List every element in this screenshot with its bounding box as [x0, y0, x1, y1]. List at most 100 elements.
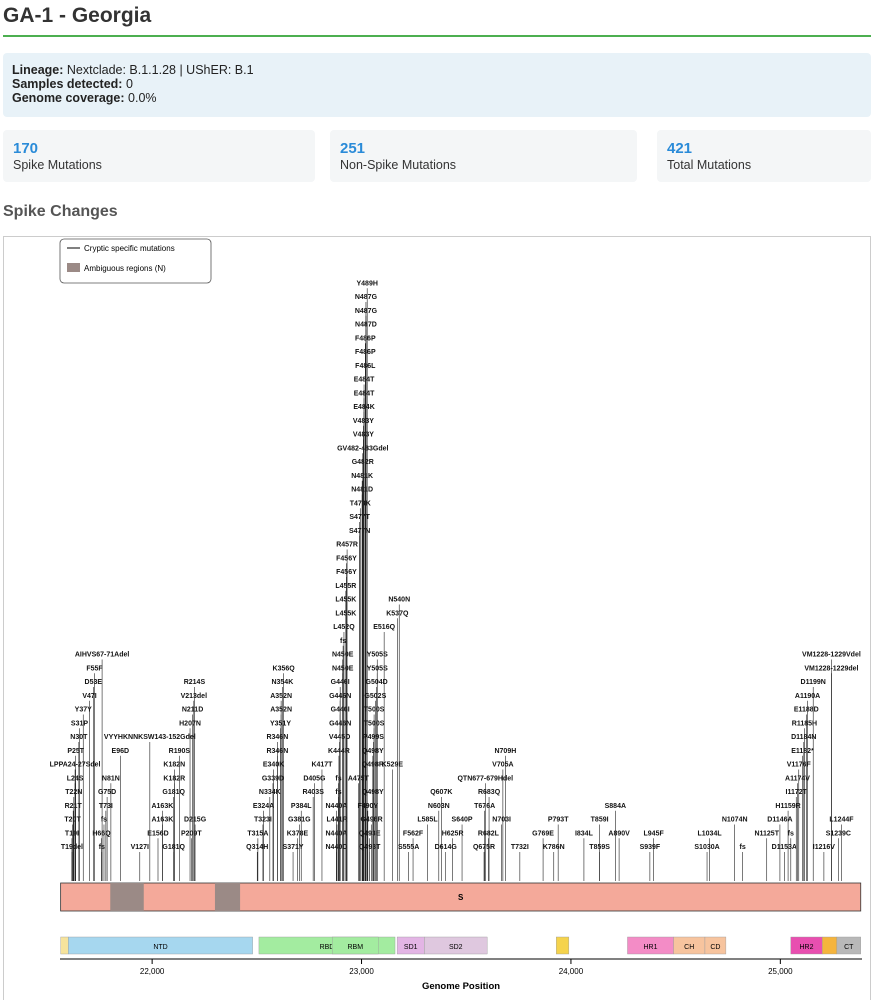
domain-block — [424, 936, 488, 955]
mutation-label: F456Y — [336, 555, 357, 562]
domain-block — [332, 936, 379, 955]
mutation-label: A163K — [151, 803, 173, 810]
mutation-label: V47I — [82, 693, 96, 700]
stat-card-spike: 170 Spike Mutations — [3, 130, 315, 182]
mutation-label: P384L — [291, 803, 312, 810]
mutation-label: N211D — [182, 707, 203, 714]
mutation-label: fs — [99, 844, 105, 851]
mutation-layer: T19delT19IT20TR21TT22NL24SLPPA24-27SdelP… — [50, 280, 861, 881]
mutation-label: A475T — [348, 775, 370, 782]
mutation-label: N703I — [492, 817, 511, 824]
mutation-label: F486P — [355, 335, 376, 342]
mutation-label: L945F — [644, 830, 665, 837]
mutation-label: T500S — [364, 707, 385, 714]
stat-value: 421 — [667, 140, 693, 157]
mutation-label: I1172T — [786, 789, 808, 796]
gene-label: S — [458, 893, 464, 902]
domain-label: CT — [844, 944, 854, 951]
mutation-label: G504D — [366, 679, 388, 686]
mutation-label: T73I — [99, 803, 113, 810]
mutation-label: L455R — [335, 583, 356, 590]
stat-value: 170 — [13, 140, 39, 157]
domain-label: RBM — [347, 944, 363, 951]
domain-label: CD — [710, 944, 720, 951]
mutation-label: H1159R — [775, 803, 800, 810]
coverage-value: 0.0% — [128, 91, 157, 105]
mutation-label: V1176F — [787, 762, 812, 769]
mutation-label: G769E — [532, 830, 554, 837]
domain-track: NTD RBD RBM SD1 SD2 HR1 CH CD HR2 CT — [60, 936, 861, 955]
mutation-label: N1074N — [722, 817, 748, 824]
mutation-label: G339D — [262, 775, 284, 782]
mutation-label: K529E — [382, 762, 404, 769]
mutation-label: S939F — [640, 844, 661, 851]
mutation-label: V483Y — [353, 418, 374, 425]
stat-label: Non-Spike Mutations — [340, 158, 457, 172]
lineage-row: Lineage: Nextclade: B.1.1.28 | UShER: B.… — [12, 63, 862, 77]
mutation-label: E484T — [354, 377, 375, 384]
mutation-label: F490Y — [358, 803, 379, 810]
mutation-label: E1188D — [794, 707, 819, 714]
mutation-label: S884A — [605, 803, 626, 810]
mutation-label: Y351Y — [270, 720, 291, 727]
mutation-label: E516Q — [373, 624, 395, 631]
mutation-label: AIHVS67-71Adel — [75, 652, 130, 659]
mutation-label: A1174V — [785, 775, 810, 782]
mutation-label: R214S — [184, 679, 206, 686]
mutation-label: P209T — [181, 830, 202, 837]
mutation-label: H207N — [179, 720, 201, 727]
mutation-label: A352N — [270, 693, 292, 700]
mutation-label: N540N — [388, 597, 410, 604]
title-divider — [3, 35, 871, 37]
legend: Cryptic specific mutations Ambiguous reg… — [59, 238, 212, 284]
mutation-label: T859I — [591, 817, 609, 824]
mutation-label: A890V — [608, 830, 630, 837]
mutation-label: Y505S — [367, 652, 388, 659]
mutation-label: G502S — [364, 693, 386, 700]
mutation-label: T676A — [474, 803, 495, 810]
spike-plot-frame: Cryptic specific mutations Ambiguous reg… — [3, 236, 871, 1000]
mutation-label: T22N — [65, 789, 82, 796]
domain-block — [60, 936, 69, 955]
domain-label: HR2 — [800, 944, 814, 951]
mutation-label: R190S — [169, 748, 191, 755]
mutation-label: QTN677-679Hdel — [457, 775, 513, 782]
stat-label: Total Mutations — [667, 158, 752, 172]
mutation-label: G496R — [360, 817, 382, 824]
mutation-label: S31P — [71, 720, 88, 727]
mutation-label: fs — [740, 844, 746, 851]
mutation-label: E484T — [354, 390, 375, 397]
stat-label: Spike Mutations — [13, 158, 102, 172]
mutation-label: fs — [101, 817, 107, 824]
mutation-label: K182N — [163, 762, 185, 769]
legend-box-label: Ambiguous regions (N) — [84, 264, 166, 273]
lineage-label: Lineage: — [12, 63, 64, 77]
x-axis-label: Genome Position — [422, 981, 500, 992]
mutation-label: N709H — [494, 748, 516, 755]
mutation-label: T732I — [511, 844, 529, 851]
mutation-label: S555A — [398, 844, 419, 851]
mutation-label: R1185H — [792, 720, 817, 727]
mutation-label: K444R — [328, 748, 350, 755]
mutation-label: G181Q — [162, 789, 185, 796]
gene-track: S — [60, 882, 862, 912]
mutation-label: K417T — [311, 762, 333, 769]
mutation-label: T19I — [65, 830, 79, 837]
domain-block — [822, 936, 838, 955]
coverage-row: Genome coverage: 0.0% — [12, 91, 862, 105]
mutation-label: F562F — [403, 830, 424, 837]
stat-card-non-spike: 251 Non-Spike Mutations — [330, 130, 637, 182]
mutation-label: D1153A — [772, 844, 797, 851]
mutation-label: F55F — [86, 665, 103, 672]
mutation-label: E156D — [147, 830, 168, 837]
mutation-label: K537Q — [386, 610, 409, 617]
mutation-label: S1030A — [694, 844, 719, 851]
mutation-label: N354K — [271, 679, 293, 686]
mutation-label: S371Y — [283, 844, 304, 851]
mutation-label: T315A — [247, 830, 268, 837]
mutation-label: K356Q — [273, 665, 296, 672]
mutation-label: A1190A — [795, 693, 820, 700]
spike-mutation-plot: Cryptic specific mutations Ambiguous reg… — [50, 238, 862, 992]
mutation-label: D1146A — [767, 817, 792, 824]
stat-card-total: 421 Total Mutations — [657, 130, 871, 182]
